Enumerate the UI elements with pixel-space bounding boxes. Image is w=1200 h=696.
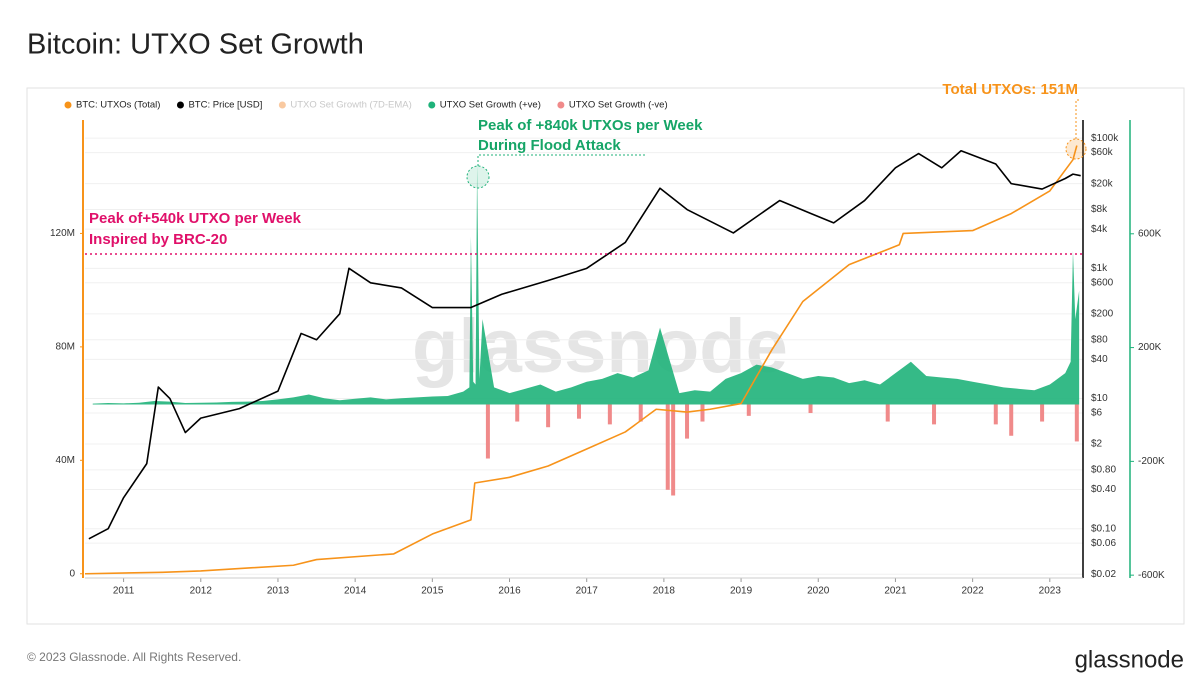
x-tick-label: 2012 <box>190 586 213 597</box>
y3-tick-label: -200K <box>1138 456 1165 467</box>
growth-bar <box>665 404 670 490</box>
y2-tick-label: $6 <box>1091 408 1103 419</box>
growth-bar <box>885 404 890 422</box>
annotation-circle <box>466 165 490 189</box>
annotation-leader <box>1075 99 1080 139</box>
y3-tick-label: 200K <box>1138 342 1162 353</box>
growth-bar <box>485 404 490 459</box>
growth-bar <box>700 404 705 422</box>
y2-tick-label: $100k <box>1091 133 1119 144</box>
y3-tick-label: -600K <box>1138 570 1165 581</box>
y2-tick-label: $60k <box>1091 147 1114 158</box>
annotation: Peak of +840k UTXOs per Week <box>478 117 703 134</box>
plot-area: $100k $60k $20k $8k $4k $1k $600 $200 $80 $40 $10 $… <box>50 120 1165 597</box>
y2-tick-label: $0.02 <box>1091 569 1116 580</box>
growth-bar <box>993 404 998 425</box>
y2-tick-label: $2 <box>1091 439 1103 450</box>
growth-bar <box>808 404 813 414</box>
annotation: Total UTXOs: 151M <box>942 81 1078 98</box>
logo: glassnode <box>1075 646 1184 673</box>
y-tick-label: 80M <box>56 342 75 353</box>
chart-title: Bitcoin: UTXO Set Growth <box>27 29 364 61</box>
growth-bar <box>1040 404 1045 422</box>
growth-bar <box>1009 404 1014 436</box>
series-line <box>88 149 1081 540</box>
x-tick-label: 2017 <box>576 586 599 597</box>
x-tick-label: 2023 <box>1039 586 1062 597</box>
legend-swatch <box>176 101 184 109</box>
y-tick-label: 120M <box>50 228 75 239</box>
legend-label: BTC: Price [USD] <box>188 100 262 111</box>
legend-swatch <box>64 101 72 109</box>
growth-bar <box>515 404 520 422</box>
y-tick-label: 40M <box>56 455 75 466</box>
legend-swatch <box>278 101 286 109</box>
growth-bar <box>671 404 676 496</box>
y2-tick-label: $4k <box>1091 224 1108 235</box>
legend-swatch <box>557 101 565 109</box>
growth-bar <box>638 404 643 422</box>
growth-bar <box>685 404 690 439</box>
y2-tick-label: $200 <box>1091 308 1114 319</box>
growth-bar <box>932 404 937 425</box>
x-tick-label: 2020 <box>807 586 830 597</box>
x-tick-label: 2013 <box>267 586 290 597</box>
x-tick-label: 2015 <box>421 586 444 597</box>
annotation: Peak of+540k UTXO per Week <box>89 210 302 227</box>
growth-bar <box>1074 404 1079 442</box>
y2-tick-label: $40 <box>1091 354 1108 365</box>
y2-tick-label: $0.40 <box>1091 484 1116 495</box>
legend: BTC: UTXOs (Total) BTC: Price [USD] UTXO S… <box>64 100 668 111</box>
y3-tick-label: 600K <box>1138 228 1162 239</box>
y2-tick-label: $1k <box>1091 263 1108 274</box>
y-tick-label: 0 <box>69 568 75 579</box>
footer: © 2023 Glassnode. All Rights Reserved. <box>27 650 241 664</box>
x-tick-label: 2018 <box>653 586 676 597</box>
x-tick-label: 2021 <box>884 586 907 597</box>
x-tick-label: 2019 <box>730 586 753 597</box>
legend-swatch <box>428 101 436 109</box>
y2-tick-label: $80 <box>1091 334 1108 345</box>
growth-bar <box>546 404 551 428</box>
annotation: Inspired by BRC-20 <box>89 231 227 248</box>
annotation: During Flood Attack <box>478 137 621 154</box>
chart-frame <box>26 87 1185 625</box>
x-tick-label: 2016 <box>498 586 521 597</box>
growth-bar <box>607 404 612 425</box>
x-tick-label: 2011 <box>113 586 135 597</box>
y2-tick-label: $10 <box>1091 393 1108 404</box>
x-tick-label: 2022 <box>962 586 985 597</box>
legend-label: UTXO Set Growth (+ve) <box>440 100 541 111</box>
series-line <box>84 145 1078 575</box>
legend-label: UTXO Set Growth (7D-EMA) <box>290 100 411 111</box>
y2-tick-label: $0.80 <box>1091 465 1116 476</box>
y2-tick-label: $0.10 <box>1091 523 1116 534</box>
growth-bar <box>576 404 581 419</box>
growth-bar <box>746 404 751 416</box>
x-tick-label: 2014 <box>344 586 367 597</box>
y2-tick-label: $8k <box>1091 204 1108 215</box>
y2-tick-label: $0.06 <box>1091 538 1116 549</box>
legend-label: BTC: UTXOs (Total) <box>76 100 160 111</box>
watermark: glassnode <box>412 304 788 389</box>
annotation-circle <box>1065 138 1087 160</box>
y2-tick-label: $600 <box>1091 277 1114 288</box>
y2-tick-label: $20k <box>1091 178 1114 189</box>
legend-label: UTXO Set Growth (-ve) <box>569 100 668 111</box>
